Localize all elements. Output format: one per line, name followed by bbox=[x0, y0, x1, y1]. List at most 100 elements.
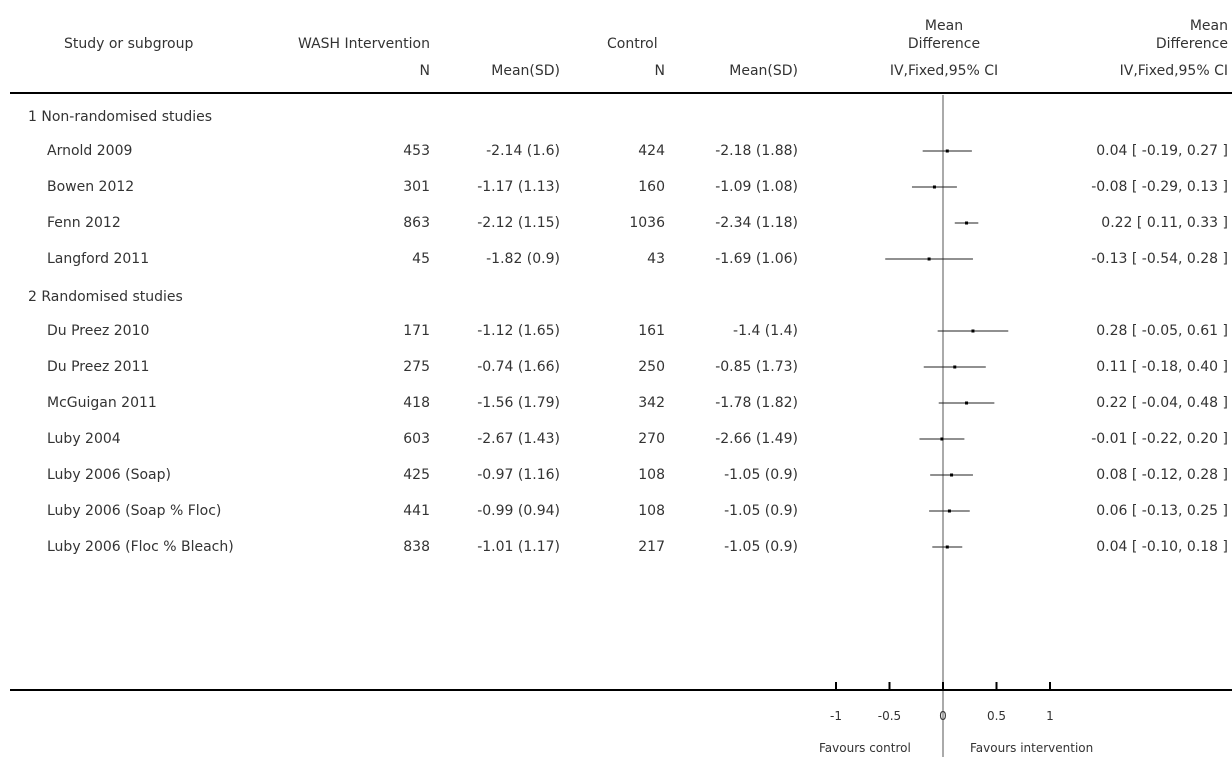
study-name: Du Preez 2011 bbox=[47, 359, 150, 375]
study-name: Bowen 2012 bbox=[47, 179, 135, 195]
point-estimate bbox=[945, 149, 949, 153]
header-md-plot-line1: Mean bbox=[924, 18, 964, 34]
control-n: 108 bbox=[638, 503, 665, 519]
axis-tick-label: 0 bbox=[939, 709, 947, 723]
study-name: Langford 2011 bbox=[47, 251, 150, 267]
control-mean-sd: -2.18 (1.88) bbox=[715, 143, 798, 159]
header-method-value: IV,Fixed,95% CI bbox=[1119, 63, 1228, 79]
mean-difference-ci: -0.08 [ -0.29, 0.13 ] bbox=[1091, 179, 1228, 195]
mean-difference-ci: 0.04 [ -0.10, 0.18 ] bbox=[1096, 539, 1228, 555]
intervention-mean-sd: -0.74 (1.66) bbox=[477, 359, 560, 375]
intervention-n: 441 bbox=[403, 503, 430, 519]
group-label: 2 Randomised studies bbox=[28, 289, 183, 305]
mean-difference-ci: 0.06 [ -0.13, 0.25 ] bbox=[1096, 503, 1228, 519]
control-n: 108 bbox=[638, 467, 665, 483]
intervention-n: 171 bbox=[403, 323, 430, 339]
point-estimate bbox=[947, 509, 951, 513]
header-int-n: N bbox=[419, 63, 430, 79]
study-name: McGuigan 2011 bbox=[47, 395, 157, 411]
header-md-value-line2: Difference bbox=[1155, 36, 1228, 52]
intervention-mean-sd: -1.17 (1.13) bbox=[477, 179, 560, 195]
study-name: Fenn 2012 bbox=[47, 215, 121, 231]
header-ctl-n: N bbox=[654, 63, 665, 79]
point-estimate bbox=[950, 473, 954, 477]
header-int-msd: Mean(SD) bbox=[491, 63, 560, 79]
header-rule bbox=[10, 92, 1232, 94]
mean-difference-ci: 0.28 [ -0.05, 0.61 ] bbox=[1096, 323, 1228, 339]
header-study: Study or subgroup bbox=[64, 36, 194, 52]
control-n: 424 bbox=[638, 143, 665, 159]
axis-tick-label: -0.5 bbox=[878, 709, 901, 723]
control-n: 161 bbox=[638, 323, 665, 339]
intervention-mean-sd: -1.56 (1.79) bbox=[477, 395, 560, 411]
control-n: 160 bbox=[638, 179, 665, 195]
point-estimate bbox=[927, 257, 931, 261]
mean-difference-ci: 0.08 [ -0.12, 0.28 ] bbox=[1096, 467, 1228, 483]
control-mean-sd: -2.34 (1.18) bbox=[715, 215, 798, 231]
point-estimate bbox=[940, 437, 944, 441]
header-intervention: WASH Intervention bbox=[298, 36, 430, 52]
mean-difference-ci: -0.01 [ -0.22, 0.20 ] bbox=[1091, 431, 1228, 447]
group-label: 1 Non-randomised studies bbox=[28, 109, 213, 125]
favours-control-label: Favours control bbox=[819, 741, 911, 755]
control-mean-sd: -1.78 (1.82) bbox=[715, 395, 798, 411]
point-estimate bbox=[971, 329, 975, 333]
header-control: Control bbox=[607, 36, 658, 52]
header-md-plot-line2: Difference bbox=[907, 36, 981, 52]
control-n: 1036 bbox=[629, 215, 665, 231]
control-n: 250 bbox=[638, 359, 665, 375]
header-ctl-msd: Mean(SD) bbox=[729, 63, 798, 79]
intervention-n: 418 bbox=[403, 395, 430, 411]
point-estimate bbox=[965, 221, 969, 225]
intervention-mean-sd: -0.97 (1.16) bbox=[477, 467, 560, 483]
intervention-n: 838 bbox=[403, 539, 430, 555]
point-estimate bbox=[965, 401, 969, 405]
study-name: Luby 2006 (Floc % Bleach) bbox=[47, 539, 234, 555]
mean-difference-ci: 0.22 [ 0.11, 0.33 ] bbox=[1101, 215, 1228, 231]
intervention-n: 301 bbox=[403, 179, 430, 195]
intervention-mean-sd: -1.82 (0.9) bbox=[486, 251, 560, 267]
intervention-mean-sd: -1.12 (1.65) bbox=[477, 323, 560, 339]
mean-difference-ci: 0.04 [ -0.19, 0.27 ] bbox=[1096, 143, 1228, 159]
control-n: 342 bbox=[638, 395, 665, 411]
mean-difference-ci: 0.11 [ -0.18, 0.40 ] bbox=[1096, 359, 1228, 375]
axis-tick-label: 0.5 bbox=[987, 709, 1006, 723]
study-name: Arnold 2009 bbox=[47, 143, 133, 159]
control-mean-sd: -1.05 (0.9) bbox=[724, 539, 798, 555]
intervention-n: 863 bbox=[403, 215, 430, 231]
intervention-n: 425 bbox=[403, 467, 430, 483]
study-name: Luby 2006 (Soap % Floc) bbox=[47, 503, 222, 519]
control-mean-sd: -1.05 (0.9) bbox=[724, 467, 798, 483]
favours-intervention-label: Favours intervention bbox=[970, 741, 1094, 755]
header-md-value-line1: Mean bbox=[1189, 18, 1228, 34]
control-n: 217 bbox=[638, 539, 665, 555]
study-name: Du Preez 2010 bbox=[47, 323, 150, 339]
control-mean-sd: -0.85 (1.73) bbox=[715, 359, 798, 375]
control-n: 43 bbox=[647, 251, 665, 267]
study-name: Luby 2004 bbox=[47, 431, 121, 447]
intervention-mean-sd: -0.99 (0.94) bbox=[477, 503, 560, 519]
intervention-mean-sd: -2.67 (1.43) bbox=[477, 431, 560, 447]
intervention-n: 603 bbox=[403, 431, 430, 447]
control-mean-sd: -1.05 (0.9) bbox=[724, 503, 798, 519]
axis-tick-label: 1 bbox=[1046, 709, 1054, 723]
control-mean-sd: -1.09 (1.08) bbox=[715, 179, 798, 195]
point-estimate bbox=[945, 545, 949, 549]
mean-difference-ci: -0.13 [ -0.54, 0.28 ] bbox=[1091, 251, 1228, 267]
intervention-n: 45 bbox=[412, 251, 430, 267]
study-name: Luby 2006 (Soap) bbox=[47, 467, 171, 483]
control-mean-sd: -2.66 (1.49) bbox=[715, 431, 798, 447]
control-n: 270 bbox=[638, 431, 665, 447]
footer-rule bbox=[10, 689, 1232, 691]
intervention-n: 275 bbox=[403, 359, 430, 375]
intervention-mean-sd: -1.01 (1.17) bbox=[477, 539, 560, 555]
axis-tick-label: -1 bbox=[830, 709, 842, 723]
header-method-plot: IV,Fixed,95% CI bbox=[889, 63, 999, 79]
mean-difference-ci: 0.22 [ -0.04, 0.48 ] bbox=[1096, 395, 1228, 411]
point-estimate bbox=[932, 185, 936, 189]
intervention-mean-sd: -2.12 (1.15) bbox=[477, 215, 560, 231]
control-mean-sd: -1.4 (1.4) bbox=[733, 323, 798, 339]
intervention-n: 453 bbox=[403, 143, 430, 159]
control-mean-sd: -1.69 (1.06) bbox=[715, 251, 798, 267]
